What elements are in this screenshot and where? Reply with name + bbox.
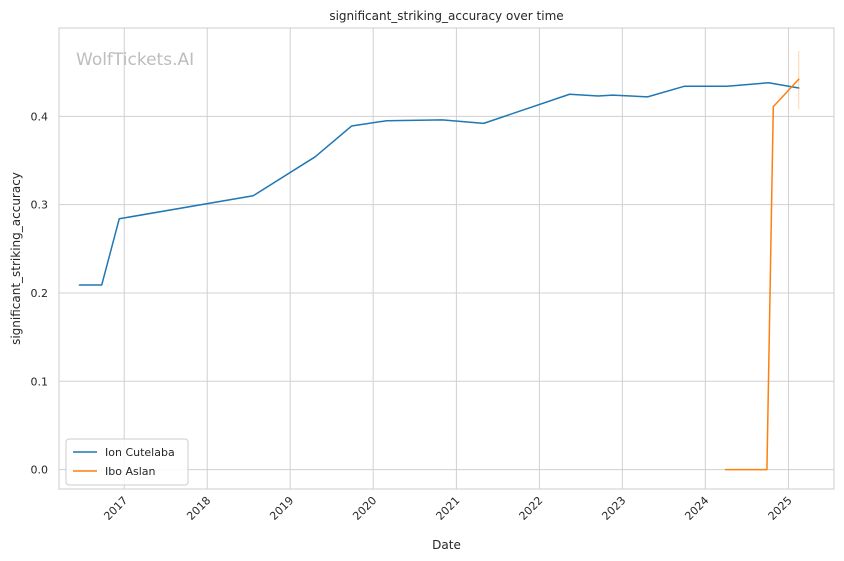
x-tick-label: 2017 (101, 494, 130, 523)
x-tick-label: 2020 (350, 494, 379, 523)
data-point-ion-cutelaba (597, 95, 599, 97)
data-point-ion-cutelaba (683, 85, 685, 87)
legend: Ion Cutelaba Ibo Aslan (65, 438, 189, 486)
data-point-ion-cutelaba (568, 93, 570, 95)
x-tick-label: 2025 (766, 494, 795, 523)
data-point-ibo-aslan (772, 105, 774, 107)
legend-label-ion-cutelaba: Ion Cutelaba (105, 446, 175, 459)
data-point-ion-cutelaba (611, 94, 613, 96)
series-line-ion-cutelaba (78, 82, 800, 286)
data-point-ion-cutelaba (482, 122, 484, 124)
y-axis-title: significant_striking_accuracy (9, 172, 23, 345)
x-tick-label: 2018 (184, 494, 213, 523)
y-tick-label: 0.0 (31, 464, 49, 477)
y-tick-label: 0.1 (31, 375, 49, 388)
x-axis-title: Date (432, 538, 461, 552)
x-tick-label: 2023 (599, 494, 628, 523)
legend-box (65, 438, 189, 486)
data-point-ibo-aslan (724, 468, 726, 470)
legend-label-ibo-aslan: Ibo Aslan (105, 465, 156, 478)
data-point-ion-cutelaba (78, 284, 80, 286)
data-point-ion-cutelaba (646, 96, 648, 98)
data-point-ion-cutelaba (385, 120, 387, 122)
data-point-ion-cutelaba (441, 119, 443, 121)
data-point-ion-cutelaba (767, 82, 769, 84)
x-tick-label: 2022 (516, 494, 545, 523)
x-tick-label: 2019 (267, 494, 296, 523)
data-point-ion-cutelaba (350, 125, 352, 127)
x-tick-label: 2024 (682, 494, 711, 523)
chart-title: significant_striking_accuracy over time (329, 9, 563, 23)
data-point-ion-cutelaba (252, 195, 254, 197)
y-tick-label: 0.3 (31, 199, 49, 212)
series-layer (78, 50, 800, 471)
grid (59, 28, 834, 489)
data-point-ion-cutelaba (118, 218, 120, 220)
watermark: WolfTickets.AI (76, 50, 194, 70)
data-point-ion-cutelaba (101, 284, 103, 286)
data-point-ion-cutelaba (726, 85, 728, 87)
data-point-ibo-aslan (766, 468, 768, 470)
y-tick-label: 0.2 (31, 287, 49, 300)
y-tick-label: 0.4 (31, 110, 49, 123)
plot-frame (58, 27, 835, 490)
data-point-ion-cutelaba (314, 156, 316, 158)
series-line-ibo-aslan (724, 78, 800, 471)
x-tick-label: 2021 (434, 494, 463, 523)
